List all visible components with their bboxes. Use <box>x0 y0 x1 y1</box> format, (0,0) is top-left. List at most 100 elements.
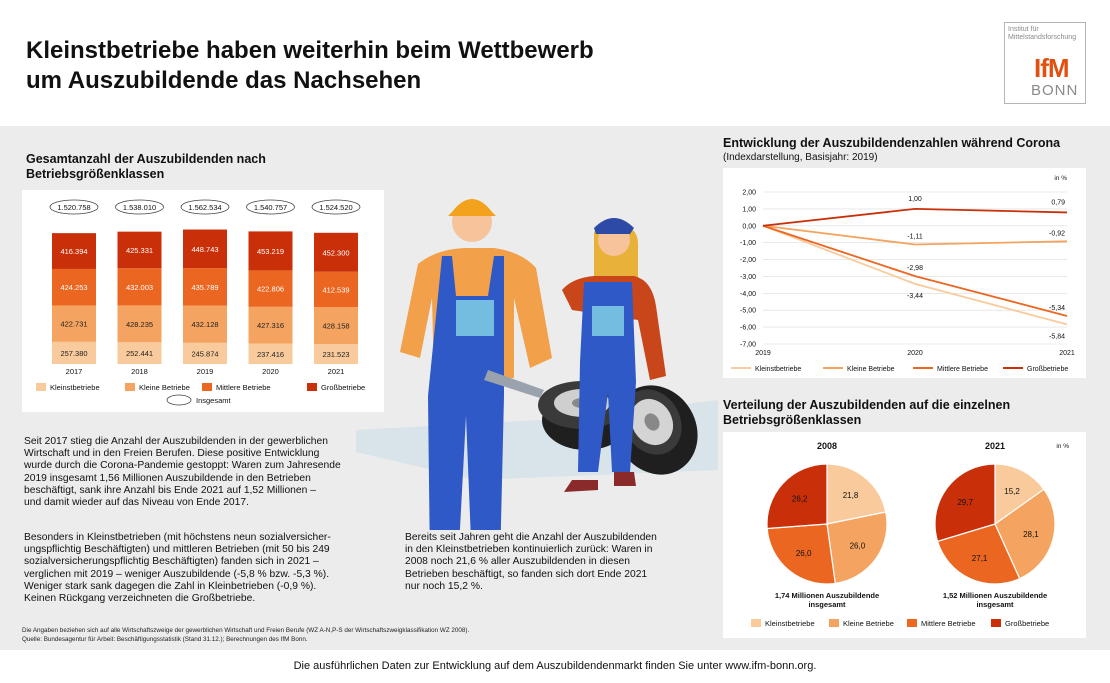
legend-label: Großbetriebe <box>1005 619 1049 628</box>
bar-chart-panel: 257.380 422.731 424.253 416.394 1.520.758 201… <box>22 190 384 412</box>
legend-label: Großbetriebe <box>321 383 365 392</box>
x-tick-label: 2020 <box>907 350 923 357</box>
bar-segment <box>52 341 96 364</box>
legend-label: Großbetriebe <box>1027 366 1068 373</box>
y-tick-label: -2,00 <box>740 257 756 264</box>
legend-swatch <box>829 619 839 627</box>
y-tick-label: -3,00 <box>740 274 756 281</box>
paragraph-line: Keinen Rückgang verzeichneten die Großbe… <box>24 593 256 605</box>
bar-chart: 257.380 422.731 424.253 416.394 1.520.758 201… <box>36 199 365 406</box>
legend-label: Kleine Betriebe <box>843 619 894 628</box>
bar-value-label: 452.300 <box>322 248 349 257</box>
legend-swatch <box>125 383 135 391</box>
pie-caption: 1,52 Millionen Auszubildende <box>943 591 1047 600</box>
paragraph-line: sozialversicherungspflichtig Beschäftigt… <box>24 556 319 568</box>
y-tick-label: -7,00 <box>740 342 756 349</box>
slice-label: 29,7 <box>957 498 973 507</box>
bar-total-label: 1.520.758 <box>57 203 90 212</box>
series-line <box>762 224 1068 326</box>
total-ellipse <box>115 199 164 215</box>
total-ellipse <box>311 199 361 215</box>
line-chart: in % 2,00 1,00 0,00 -1,00 -2,00 -3,00 -4,00 -5,0… <box>731 175 1075 373</box>
series-line <box>762 224 1068 246</box>
pie-caption: insgesamt <box>976 600 1014 609</box>
x-tick-label: 2019 <box>197 367 214 376</box>
ifm-logo[interactable]: Institut für Mittelstandsforschung IfM B… <box>1004 22 1086 104</box>
total-ellipse <box>49 199 99 215</box>
slice-label: 28,1 <box>1023 530 1039 539</box>
paragraph-line: Weniger stark sank dagegen die Zahl in K… <box>24 580 317 592</box>
paragraph-line: Besonders in Kleinstbetrieben (mit höchs… <box>24 532 331 543</box>
bar-segment <box>117 268 162 306</box>
unit-label: in % <box>1054 175 1067 182</box>
slice-label: 15,2 <box>1004 487 1020 496</box>
bar-value-label: 257.380 <box>60 349 87 358</box>
slice-label: 26,0 <box>850 541 866 550</box>
data-label: -2,98 <box>907 265 923 272</box>
logo-name: IfM <box>1034 53 1070 83</box>
main-area: Gesamtanzahl der Auszubildenden nach Bet… <box>0 126 1110 650</box>
legend-label: Insgesamt <box>196 396 232 405</box>
paragraph-line: Betrieben beschäftigt, so fanden sich do… <box>405 568 648 580</box>
paragraph-line: Wirtschaft und in den Freien Berufen. Di… <box>24 448 320 460</box>
bar-value-label: 245.874 <box>191 349 218 358</box>
pie-slice <box>934 463 996 543</box>
bar-value-label: 428.235 <box>126 320 153 329</box>
line-section-title: Entwicklung der Auszubildendenzahlen wäh… <box>723 136 1061 150</box>
legend-label: Mittlere Betriebe <box>937 366 988 373</box>
y-tick-label: 0,00 <box>742 223 756 230</box>
bar-segment <box>52 305 96 342</box>
paragraph-line: Bereits seit Jahren geht die Anzahl der … <box>405 532 657 543</box>
paragraph-line: verglichen mit 2019 – weniger Auszubilde… <box>24 568 330 580</box>
bar-value-label: 422.806 <box>257 285 284 294</box>
bar-section-title: Gesamtanzahl der Auszubildenden nach Bet… <box>26 152 266 181</box>
y-tick-label: -6,00 <box>740 325 756 332</box>
bar-segment <box>248 231 293 271</box>
bar-segment <box>183 268 227 306</box>
paragraph-line: in den Kleinstbetrieben kontinuierlich z… <box>405 544 653 556</box>
bar-value-label: 432.003 <box>126 283 153 292</box>
x-tick-label: 2017 <box>66 367 83 376</box>
bar-value-label: 448.743 <box>191 245 218 254</box>
x-tick-label: 2018 <box>131 367 148 376</box>
bar-segment <box>52 233 96 269</box>
legend-label: Kleinstbetriebe <box>50 383 100 392</box>
paragraph-line: wurde durch die Corona-Pandemie gestoppt… <box>24 460 341 472</box>
legend-swatch <box>307 383 317 391</box>
paragraph-line: Seit 2017 stieg die Anzahl der Auszubild… <box>24 436 328 447</box>
bar-value-label: 412.539 <box>322 285 349 294</box>
footer: Die ausführlichen Daten zur Entwicklung … <box>0 650 1110 683</box>
header: Kleinstbetriebe haben weiterhin beim Wet… <box>0 0 1110 126</box>
x-tick-label: 2021 <box>328 367 345 376</box>
bar-value-label: 424.253 <box>60 283 87 292</box>
line-chart-panel: in % 2,00 1,00 0,00 -1,00 -2,00 -3,00 -4,00 -5,0… <box>723 168 1086 378</box>
bar-value-label: 425.331 <box>126 246 153 255</box>
data-label: 1,00 <box>908 196 922 203</box>
bar-segment <box>183 342 227 364</box>
bar-segment <box>117 305 162 343</box>
legend-swatch <box>202 383 212 391</box>
pie-section-title: Verteilung der Auszubildenden auf die ei… <box>723 398 1011 427</box>
data-label: 0,79 <box>1051 199 1065 206</box>
data-label: -5,34 <box>1049 305 1065 312</box>
bar-value-label: 237.416 <box>257 350 284 359</box>
x-tick-label: 2019 <box>755 350 771 357</box>
bar-value-label: 427.316 <box>257 321 284 330</box>
bar-value-label: 252.441 <box>126 349 153 358</box>
paragraph-line: 2008 noch 21,6 % aller Auszubildenden in… <box>405 556 630 568</box>
slice-label: 27,1 <box>972 554 988 563</box>
bar-value-label: 416.394 <box>60 247 87 256</box>
bar-segment <box>183 305 227 343</box>
y-tick-label: -4,00 <box>740 291 756 298</box>
bar-segment <box>117 231 162 269</box>
bar-segment <box>117 342 162 364</box>
paragraph-line: ungspflichtig Beschäftigten) und mittler… <box>24 544 330 556</box>
legend-label: Kleinstbetriebe <box>755 366 801 373</box>
data-label: -3,44 <box>907 293 923 300</box>
data-label: -0,92 <box>1049 230 1065 237</box>
x-tick-label: 2021 <box>1059 350 1075 357</box>
pie-charts: in % 2008 21,8 26,0 26,0 26,2 1,74 Millionen A… <box>751 441 1069 628</box>
paragraph-line: und damit wieder auf das Niveau von Ende… <box>24 497 249 509</box>
bar-value-label: 428.158 <box>322 322 349 331</box>
legend-swatch <box>907 619 917 627</box>
